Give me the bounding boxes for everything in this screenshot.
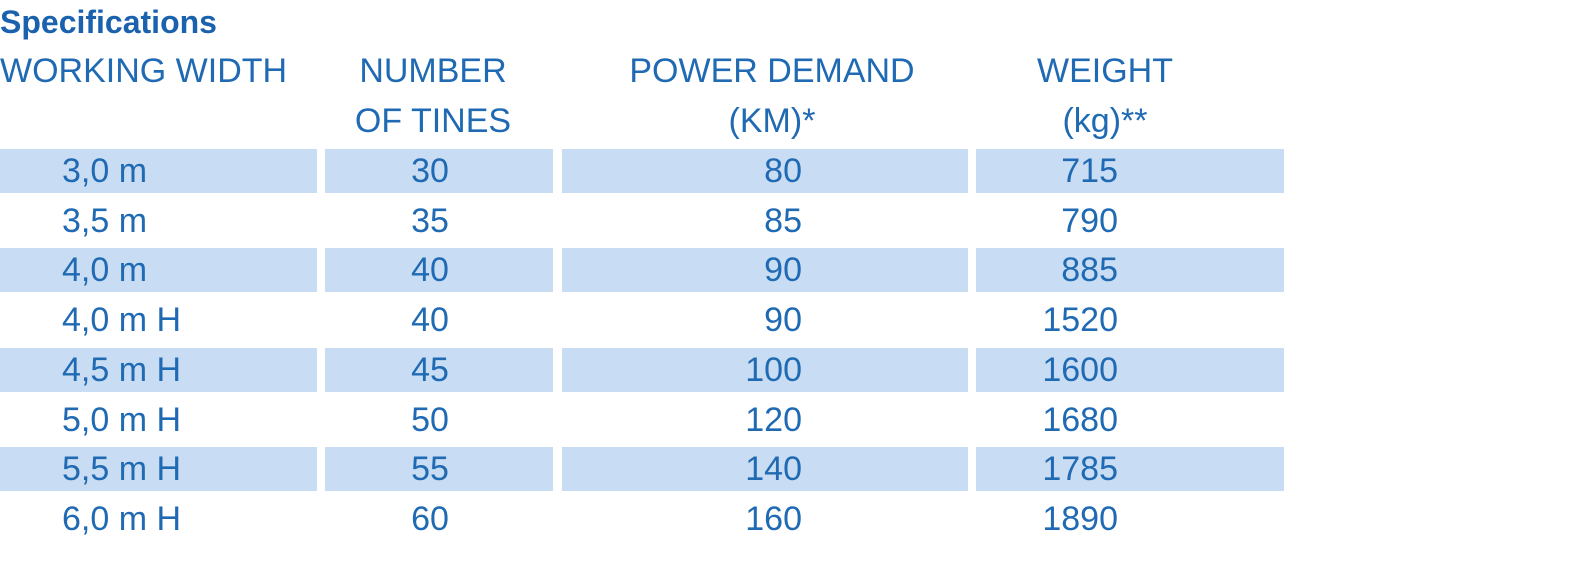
row-shade	[562, 149, 968, 193]
row-shade	[976, 447, 1284, 492]
column-header: WORKING WIDTH	[0, 52, 288, 90]
row-shade	[0, 248, 317, 293]
column-header: (kg)**	[1062, 102, 1148, 140]
column-header: OF TINES	[354, 102, 512, 140]
table-cell: 3,5 m	[62, 201, 148, 240]
row-shade	[325, 447, 553, 492]
row-shade	[325, 149, 553, 193]
table-cell: 55	[411, 450, 449, 489]
table-cell: 90	[764, 251, 802, 290]
row-shade	[976, 347, 1284, 392]
table-cell: 30	[411, 152, 449, 190]
column-header: NUMBER	[359, 52, 507, 90]
table-cell: 35	[411, 201, 449, 240]
table-cell: 715	[1061, 152, 1118, 190]
table-cell: 3,0 m	[62, 152, 148, 190]
row-shade	[325, 347, 553, 392]
row-shade	[325, 248, 553, 293]
column-header: POWER DEMAND	[629, 52, 915, 90]
table-cell: 120	[745, 400, 802, 439]
row-shade	[562, 347, 968, 392]
table-cell: 160	[745, 499, 802, 538]
table-cell: 1520	[1042, 301, 1118, 340]
row-shade	[562, 248, 968, 293]
table-cell: 1785	[1042, 450, 1118, 489]
table-cell: 100	[745, 350, 802, 389]
row-shade	[0, 347, 317, 392]
table-cell: 4,0 m	[62, 251, 148, 290]
table-cell: 40	[411, 301, 449, 340]
table-cell: 885	[1061, 251, 1118, 290]
table-cell: 50	[411, 400, 449, 439]
table-cell: 5,5 m H	[62, 450, 182, 489]
table-cell: 4,5 m H	[62, 350, 182, 389]
table-cell: 140	[745, 450, 802, 489]
table-cell: 85	[764, 201, 802, 240]
table-cell: 1890	[1042, 499, 1118, 538]
row-shade	[976, 248, 1284, 293]
table-cell: 40	[411, 251, 449, 290]
row-shade	[0, 447, 317, 492]
table-cell: 1600	[1042, 350, 1118, 389]
table-cell: 60	[411, 499, 449, 538]
table-cell: 90	[764, 301, 802, 340]
title: Specifications	[0, 4, 217, 40]
row-shade	[562, 447, 968, 492]
table-cell: 5,0 m H	[62, 400, 182, 439]
table-cell: 6,0 m H	[62, 499, 182, 538]
table-cell: 790	[1061, 201, 1118, 240]
column-header: (KM)*	[728, 102, 816, 140]
table-cell: 45	[411, 350, 449, 389]
table-cell: 80	[764, 152, 802, 190]
table-cell: 1680	[1042, 400, 1118, 439]
row-shade	[976, 149, 1284, 193]
table-cell: 4,0 m H	[62, 301, 182, 340]
row-shade	[0, 149, 317, 193]
column-header: WEIGHT	[1037, 52, 1173, 90]
